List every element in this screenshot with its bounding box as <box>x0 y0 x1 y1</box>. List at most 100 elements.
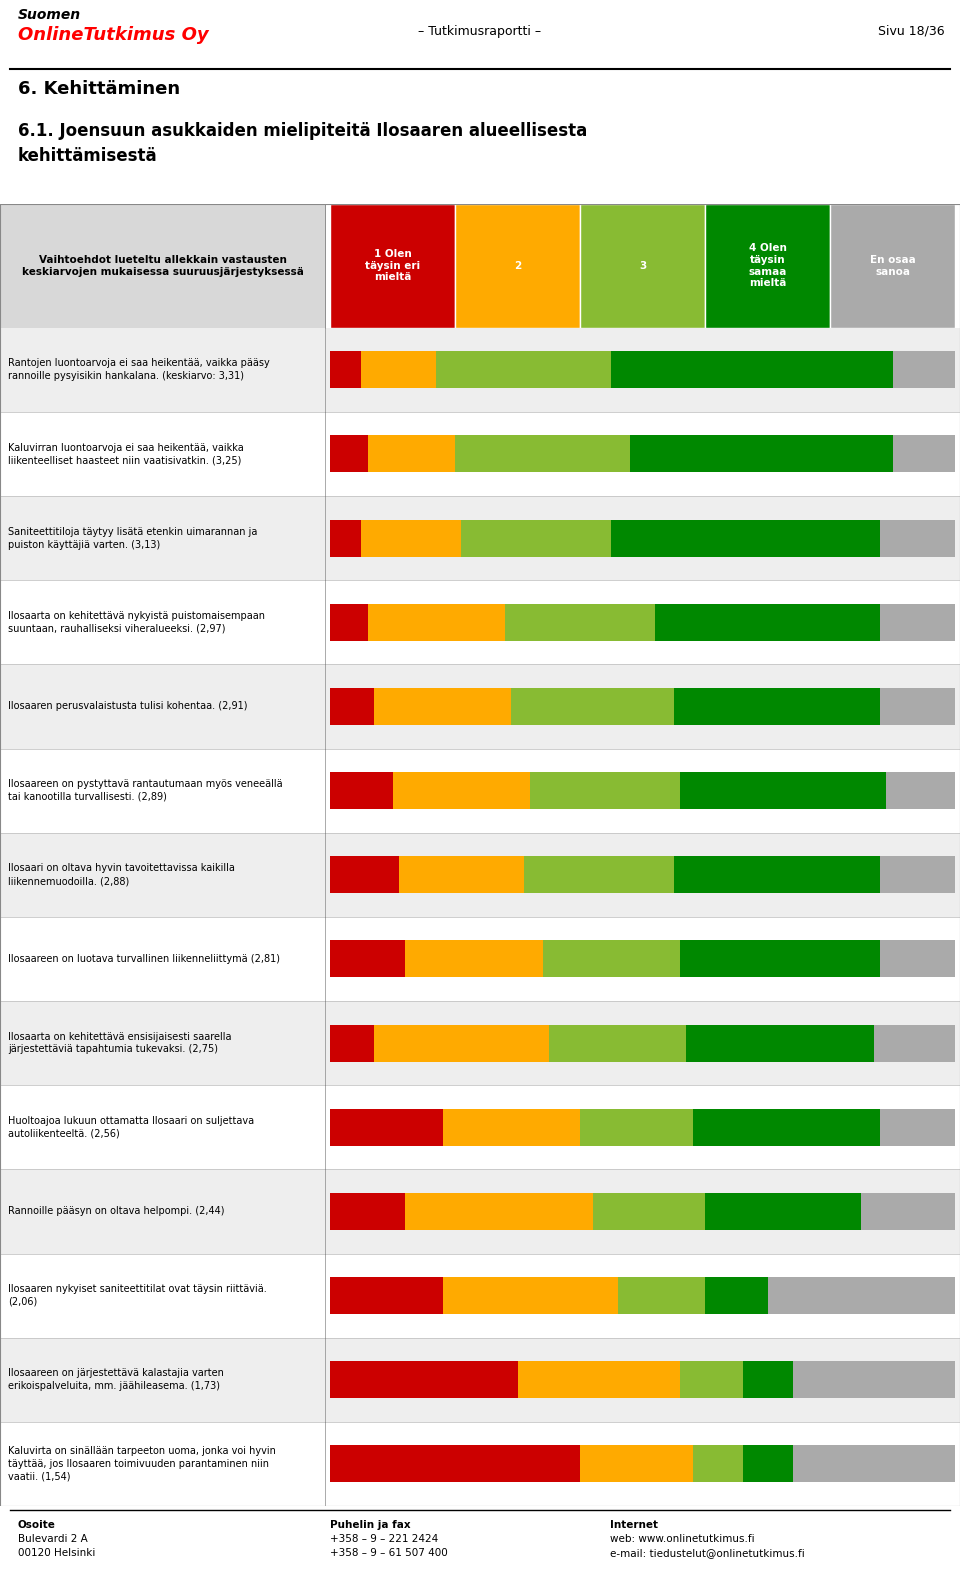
Bar <box>330 856 398 894</box>
Text: Ilosaareen on pystyttavä rantautumaan myös veneeällä
tai kanootilla turvallisest: Ilosaareen on pystyttavä rantautumaan my… <box>8 779 282 803</box>
Text: Osoite: Osoite <box>18 1521 56 1530</box>
Text: Huoltoajoa lukuun ottamatta Ilosaari on suljettava
autoliikenteeltä. (2,56): Huoltoajoa lukuun ottamatta Ilosaari on … <box>8 1115 254 1139</box>
Bar <box>0 580 960 665</box>
Bar <box>880 941 955 977</box>
Bar <box>880 688 955 724</box>
Bar <box>680 941 880 977</box>
Bar <box>455 435 630 473</box>
Text: 2: 2 <box>514 261 521 270</box>
Text: +358 – 9 – 61 507 400: +358 – 9 – 61 507 400 <box>330 1547 447 1558</box>
Text: Ilosaareen on järjestettävä kalastajia varten
erikoispalveluita, mm. jäähileasem: Ilosaareen on järjestettävä kalastajia v… <box>8 1368 224 1392</box>
Bar <box>767 1277 955 1313</box>
Bar <box>612 520 880 556</box>
Bar <box>405 941 542 977</box>
Bar <box>405 1192 592 1230</box>
Bar <box>0 1422 960 1507</box>
Bar <box>436 352 612 388</box>
Bar <box>705 204 830 328</box>
Text: OnlineTutkimus Oy: OnlineTutkimus Oy <box>18 27 208 44</box>
Bar <box>880 1109 955 1145</box>
Bar <box>461 520 612 556</box>
Bar <box>517 1360 680 1398</box>
Text: Vaihtoehdot lueteltu allekkain vastausten
keskiarvojen mukaisessa suuruusjärjest: Vaihtoehdot lueteltu allekkain vastauste… <box>21 255 303 276</box>
Bar <box>580 1109 692 1145</box>
Text: +358 – 9 – 221 2424: +358 – 9 – 221 2424 <box>330 1533 439 1544</box>
Bar <box>893 352 955 388</box>
Text: 00120 Helsinki: 00120 Helsinki <box>18 1547 95 1558</box>
Text: web: www.onlinetutkimus.fi: web: www.onlinetutkimus.fi <box>610 1533 755 1544</box>
Text: 6.1. Joensuun asukkaiden mielipiteitä Ilosaaren alueellisesta
kehittämisestä: 6.1. Joensuun asukkaiden mielipiteitä Il… <box>18 123 588 165</box>
Bar <box>0 917 960 1001</box>
Bar <box>686 1024 874 1062</box>
Bar <box>880 520 955 556</box>
Bar <box>330 771 393 809</box>
Text: 1 Olen
täysin eri
mieltä: 1 Olen täysin eri mieltä <box>365 250 420 283</box>
Bar <box>330 1445 580 1483</box>
Bar <box>505 603 655 641</box>
Bar <box>373 688 512 724</box>
Text: – Tutkimusraportti –: – Tutkimusraportti – <box>419 25 541 38</box>
Text: Kaluvirta on sinällään tarpeeton uoma, jonka voi hyvin
täyttää, jos Ilosaaren to: Kaluvirta on sinällään tarpeeton uoma, j… <box>8 1447 276 1481</box>
Text: 3: 3 <box>638 261 646 270</box>
Bar <box>330 1024 373 1062</box>
Bar <box>542 941 680 977</box>
Text: 4 Olen
täysin
samaa
mieltä: 4 Olen täysin samaa mieltä <box>748 244 786 287</box>
Bar <box>443 1277 617 1313</box>
Bar <box>580 204 705 328</box>
Bar <box>830 204 955 328</box>
Text: Ilosaareen on luotava turvallinen liikenneliittymä (2,81): Ilosaareen on luotava turvallinen liiken… <box>8 954 280 965</box>
Text: Ilosaari on oltava hyvin tavoitettavissa kaikilla
liikennemuodoilla. (2,88): Ilosaari on oltava hyvin tavoitettavissa… <box>8 864 235 886</box>
Bar <box>705 1192 861 1230</box>
Bar <box>330 435 368 473</box>
Bar <box>330 1360 517 1398</box>
Text: Bulevardi 2 A: Bulevardi 2 A <box>18 1533 87 1544</box>
Bar <box>0 833 960 917</box>
Text: Sivu 18/36: Sivu 18/36 <box>878 25 945 38</box>
Bar <box>0 496 960 580</box>
Bar <box>592 1192 705 1230</box>
Bar <box>612 352 893 388</box>
Bar <box>0 1169 960 1254</box>
Text: Internet: Internet <box>610 1521 658 1530</box>
Bar <box>0 1337 960 1422</box>
Text: Saniteettitiloja täytyy lisätä etenkin uimarannan ja
puiston käyttäjiä varten. (: Saniteettitiloja täytyy lisätä etenkin u… <box>8 526 257 550</box>
Bar <box>674 856 880 894</box>
Bar <box>692 1445 742 1483</box>
Bar <box>680 771 886 809</box>
Bar <box>880 603 955 641</box>
Bar <box>793 1360 955 1398</box>
Bar <box>793 1445 955 1483</box>
Bar <box>742 1445 793 1483</box>
Bar <box>361 520 461 556</box>
Bar <box>0 665 960 748</box>
Bar <box>0 1086 960 1169</box>
Bar <box>886 771 955 809</box>
Bar <box>674 688 880 724</box>
Bar <box>330 1192 405 1230</box>
Bar <box>0 748 960 833</box>
Text: 6. Kehittäminen: 6. Kehittäminen <box>18 80 180 97</box>
Bar <box>368 603 505 641</box>
Bar <box>398 856 524 894</box>
Bar <box>692 1109 880 1145</box>
Text: Ilosaarta on kehitettävä ensisijaisesti saarella
järjestettäviä tapahtumia tukev: Ilosaarta on kehitettävä ensisijaisesti … <box>8 1032 231 1054</box>
Bar <box>742 1360 793 1398</box>
Bar <box>680 1360 742 1398</box>
Bar <box>530 771 680 809</box>
Bar <box>330 520 361 556</box>
Text: Puhelin ja fax: Puhelin ja fax <box>330 1521 411 1530</box>
Bar <box>368 435 455 473</box>
Bar <box>861 1192 955 1230</box>
Bar <box>330 204 455 328</box>
Bar <box>330 1277 443 1313</box>
Bar <box>0 328 960 412</box>
Bar <box>0 204 325 328</box>
Bar <box>880 856 955 894</box>
Text: e-mail: tiedustelut@onlinetutkimus.fi: e-mail: tiedustelut@onlinetutkimus.fi <box>610 1547 804 1558</box>
Bar <box>0 1001 960 1086</box>
Bar <box>330 1109 443 1145</box>
Bar <box>705 1277 767 1313</box>
Bar <box>549 1024 686 1062</box>
Text: Ilosaaren nykyiset saniteettitilat ovat täysin riittäviä.
(2,06): Ilosaaren nykyiset saniteettitilat ovat … <box>8 1284 267 1307</box>
Bar <box>655 603 880 641</box>
